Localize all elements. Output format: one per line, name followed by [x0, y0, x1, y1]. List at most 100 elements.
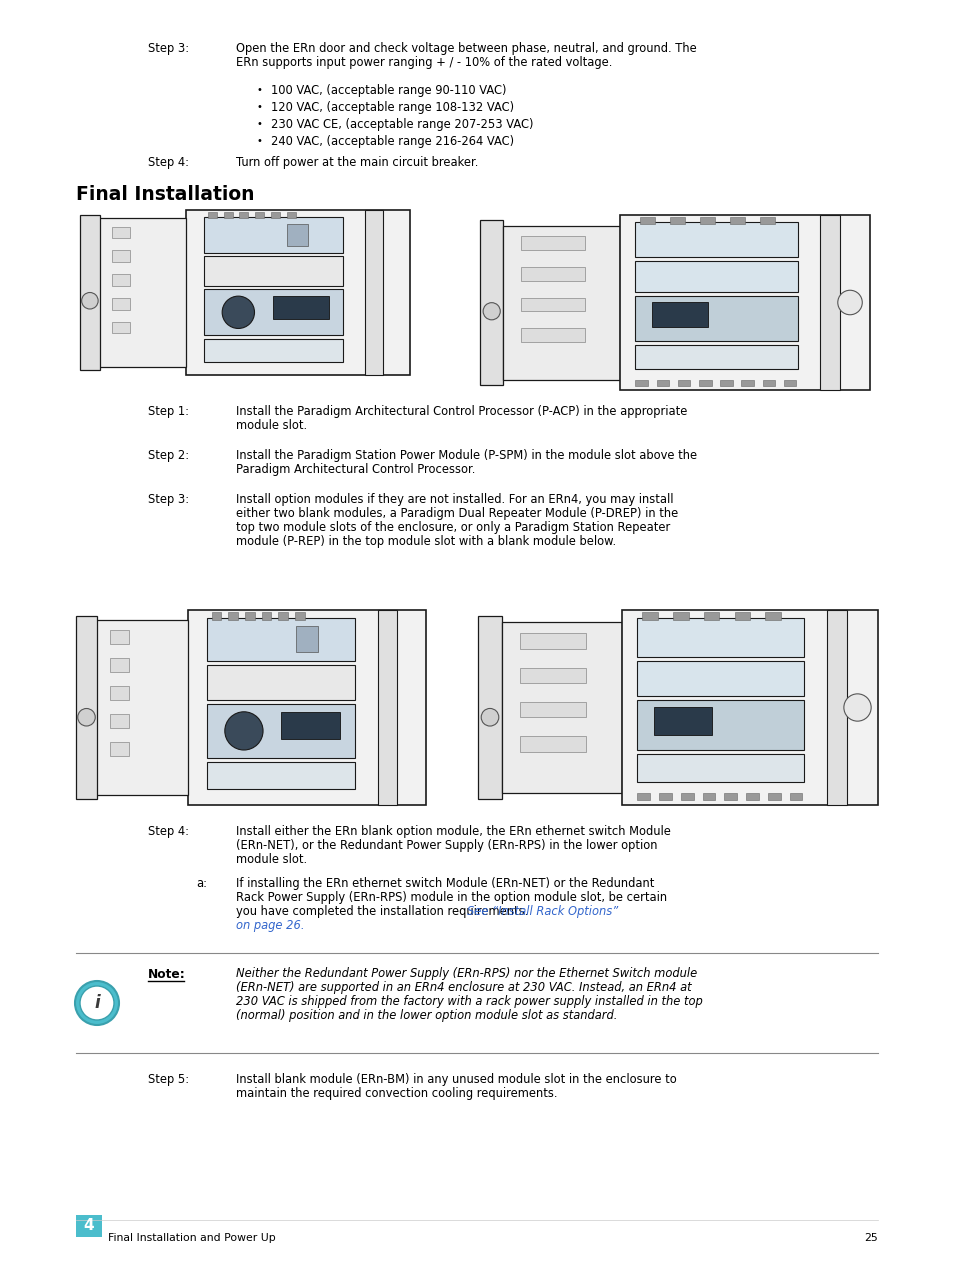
Bar	[656, 379, 668, 385]
Text: •: •	[255, 136, 262, 146]
Bar	[110, 742, 129, 756]
Bar	[723, 794, 737, 800]
Bar	[767, 794, 780, 800]
Bar	[280, 712, 339, 739]
Bar	[520, 237, 585, 249]
Bar	[188, 611, 426, 805]
Bar	[207, 703, 355, 758]
Bar	[651, 303, 708, 327]
Bar	[245, 612, 254, 619]
Bar	[271, 211, 279, 219]
Text: Step 1:: Step 1:	[148, 404, 189, 418]
Bar	[112, 226, 130, 238]
Bar	[261, 612, 271, 619]
Bar	[112, 251, 130, 262]
Text: Install the Paradigm Station Power Module (P-SPM) in the module slot above the: Install the Paradigm Station Power Modul…	[235, 449, 697, 462]
Bar	[720, 379, 732, 385]
Bar	[635, 223, 797, 257]
Bar	[519, 736, 585, 752]
Bar	[760, 216, 775, 224]
Bar	[208, 211, 216, 219]
Bar	[635, 295, 797, 341]
Text: •: •	[255, 102, 262, 112]
Bar	[789, 794, 801, 800]
Bar	[673, 612, 688, 619]
Bar	[112, 322, 130, 333]
Text: Step 2:: Step 2:	[148, 449, 189, 462]
Circle shape	[75, 981, 119, 1025]
Bar	[641, 612, 658, 619]
Bar	[203, 338, 342, 361]
Text: (ERn-NET) are supported in an ERn4 enclosure at 230 VAC. Instead, an ERn4 at: (ERn-NET) are supported in an ERn4 enclo…	[235, 981, 691, 993]
Bar	[740, 379, 753, 385]
Circle shape	[82, 293, 98, 309]
Text: either two blank modules, a Paradigm Dual Repeater Module (P-DREP) in the: either two blank modules, a Paradigm Dua…	[235, 508, 678, 520]
Bar	[783, 379, 796, 385]
Bar	[112, 273, 130, 286]
Circle shape	[480, 709, 498, 726]
Bar	[203, 289, 342, 336]
Text: Step 5:: Step 5:	[148, 1074, 189, 1086]
Bar	[729, 216, 744, 224]
Bar	[503, 225, 619, 379]
Bar	[637, 754, 803, 781]
Bar	[699, 379, 711, 385]
Bar	[80, 215, 100, 370]
Bar	[761, 379, 775, 385]
Text: maintain the required convection cooling requirements.: maintain the required convection cooling…	[235, 1088, 557, 1100]
Bar	[820, 215, 840, 391]
Text: Step 4:: Step 4:	[148, 826, 189, 838]
Bar	[90, 619, 188, 795]
Circle shape	[225, 712, 263, 750]
Bar	[637, 618, 803, 656]
Bar	[203, 256, 342, 286]
Bar	[659, 794, 671, 800]
Text: •: •	[255, 120, 262, 128]
Circle shape	[80, 986, 113, 1020]
Text: Install option modules if they are not installed. For an ERn4, you may install: Install option modules if they are not i…	[235, 494, 673, 506]
Bar	[477, 616, 501, 799]
Bar	[365, 210, 383, 375]
Bar	[670, 216, 684, 224]
Bar	[745, 794, 759, 800]
Text: Open the ERn door and check voltage between phase, neutral, and ground. The: Open the ERn door and check voltage betw…	[235, 42, 696, 55]
Bar	[677, 379, 690, 385]
Text: 4: 4	[84, 1219, 94, 1234]
Bar	[635, 379, 647, 385]
Bar	[295, 626, 317, 653]
Bar	[635, 261, 797, 293]
Text: 230 VAC is shipped from the factory with a rack power supply installed in the to: 230 VAC is shipped from the factory with…	[235, 995, 702, 1007]
Bar	[207, 618, 355, 660]
Bar	[637, 700, 803, 750]
Bar	[635, 345, 797, 369]
Bar	[212, 612, 221, 619]
Bar	[294, 612, 304, 619]
Bar	[637, 660, 803, 696]
Bar	[278, 612, 288, 619]
Bar	[203, 216, 342, 253]
Bar	[110, 630, 129, 644]
Text: Final Installation and Power Up: Final Installation and Power Up	[108, 1233, 275, 1243]
Text: top two module slots of the enclosure, or only a Paradigm Station Repeater: top two module slots of the enclosure, o…	[235, 522, 670, 534]
Text: 25: 25	[863, 1233, 877, 1243]
Bar	[76, 1215, 102, 1236]
Text: Step 4:: Step 4:	[148, 156, 189, 169]
Bar	[76, 616, 97, 799]
Text: Step 3:: Step 3:	[148, 494, 189, 506]
Text: 120 VAC, (acceptable range 108-132 VAC): 120 VAC, (acceptable range 108-132 VAC)	[271, 100, 514, 114]
Bar	[702, 794, 715, 800]
Text: Final Installation: Final Installation	[76, 184, 254, 204]
Circle shape	[843, 693, 870, 721]
Text: •: •	[255, 85, 262, 95]
Bar	[93, 219, 186, 366]
Circle shape	[77, 709, 95, 726]
Bar	[654, 707, 712, 735]
Bar	[637, 794, 650, 800]
Text: Install blank module (ERn-BM) in any unused module slot in the enclosure to: Install blank module (ERn-BM) in any unu…	[235, 1074, 676, 1086]
Bar	[639, 216, 655, 224]
Text: Rack Power Supply (ERn-RPS) module in the option module slot, be certain: Rack Power Supply (ERn-RPS) module in th…	[235, 890, 666, 904]
Bar	[224, 211, 233, 219]
Bar	[239, 211, 248, 219]
Bar	[826, 611, 846, 805]
Circle shape	[222, 296, 254, 328]
